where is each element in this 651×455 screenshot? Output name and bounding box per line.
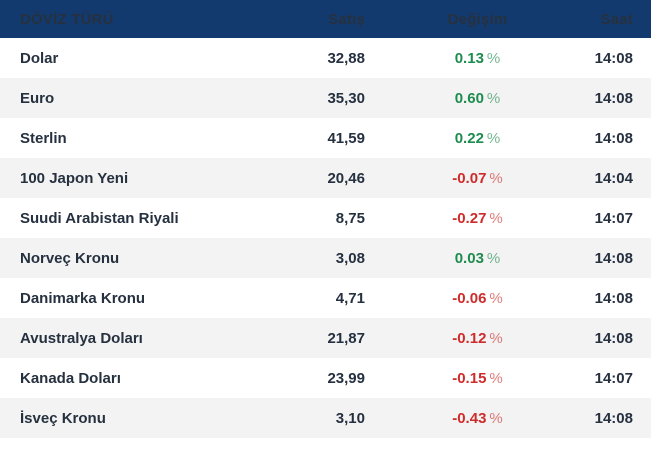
table-row: Avustralya Doları 21,87 -0.12% 14:08 xyxy=(0,318,651,358)
table-row: Kanada Doları 23,99 -0.15% 14:07 xyxy=(0,358,651,398)
change-value: -0.43% xyxy=(452,409,503,427)
currency-name: Norveç Kronu xyxy=(20,249,120,267)
currency-name: Euro xyxy=(20,89,55,107)
change-value: -0.12% xyxy=(452,329,503,347)
change-value: 0.22% xyxy=(454,129,501,147)
sale-value: 8,75 xyxy=(335,209,365,227)
table-row: Euro 35,30 0.60% 14:08 xyxy=(0,78,651,118)
percent-sign: % xyxy=(489,169,503,187)
change-value: 0.03% xyxy=(454,249,501,267)
percent-sign: % xyxy=(489,369,503,387)
time-value: 14:08 xyxy=(594,249,633,267)
table-row: Suudi Arabistan Riyali 8,75 -0.27% 14:07 xyxy=(0,198,651,238)
currency-name: Kanada Doları xyxy=(20,369,121,387)
header-currency-type: DÖVİZ TÜRÜ xyxy=(20,10,114,28)
sale-value: 23,99 xyxy=(327,369,365,387)
time-value: 14:04 xyxy=(594,169,633,187)
time-value: 14:07 xyxy=(594,369,633,387)
currency-name: Suudi Arabistan Riyali xyxy=(20,209,179,227)
table-row: Danimarka Kronu 4,71 -0.06% 14:08 xyxy=(0,278,651,318)
change-value: -0.06% xyxy=(452,289,503,307)
table-row: 100 Japon Yeni 20,46 -0.07% 14:04 xyxy=(0,158,651,198)
time-value: 14:08 xyxy=(594,329,633,347)
percent-sign: % xyxy=(489,209,503,227)
change-value: 0.60% xyxy=(454,89,501,107)
percent-sign: % xyxy=(489,289,503,307)
table-row: Norveç Kronu 3,08 0.03% 14:08 xyxy=(0,238,651,278)
time-value: 14:08 xyxy=(594,289,633,307)
sale-value: 32,88 xyxy=(327,49,365,67)
percent-sign: % xyxy=(486,249,501,267)
table-body: Dolar 32,88 0.13% 14:08 Euro 35,30 0.60%… xyxy=(0,38,651,438)
table-row: Sterlin 41,59 0.22% 14:08 xyxy=(0,118,651,158)
sale-value: 3,10 xyxy=(335,409,365,427)
sale-value: 21,87 xyxy=(327,329,365,347)
time-value: 14:07 xyxy=(594,209,633,227)
percent-sign: % xyxy=(486,49,501,67)
currency-name: İsveç Kronu xyxy=(20,409,106,427)
table-row: Dolar 32,88 0.13% 14:08 xyxy=(0,38,651,78)
currency-name: Avustralya Doları xyxy=(20,329,143,347)
percent-sign: % xyxy=(486,129,501,147)
sale-value: 20,46 xyxy=(327,169,365,187)
currency-rates-table: DÖVİZ TÜRÜ Satış Değişim Saat Dolar 32,8… xyxy=(0,0,651,438)
currency-name: Danimarka Kronu xyxy=(20,289,146,307)
currency-name: 100 Japon Yeni xyxy=(20,169,129,187)
currency-name: Dolar xyxy=(20,49,59,67)
percent-sign: % xyxy=(489,409,503,427)
header-sale: Satış xyxy=(328,10,365,28)
sale-value: 3,08 xyxy=(335,249,365,267)
time-value: 14:08 xyxy=(594,409,633,427)
change-value: 0.13% xyxy=(454,49,501,67)
header-time: Saat xyxy=(600,10,633,28)
table-header-row: DÖVİZ TÜRÜ Satış Değişim Saat xyxy=(0,0,651,38)
sale-value: 4,71 xyxy=(335,289,365,307)
time-value: 14:08 xyxy=(594,89,633,107)
percent-sign: % xyxy=(489,329,503,347)
change-value: -0.07% xyxy=(452,169,503,187)
change-value: -0.27% xyxy=(452,209,503,227)
change-value: -0.15% xyxy=(452,369,503,387)
time-value: 14:08 xyxy=(594,49,633,67)
percent-sign: % xyxy=(486,89,501,107)
sale-value: 41,59 xyxy=(327,129,365,147)
header-change: Değişim xyxy=(447,10,508,28)
sale-value: 35,30 xyxy=(327,89,365,107)
table-row: İsveç Kronu 3,10 -0.43% 14:08 xyxy=(0,398,651,438)
currency-name: Sterlin xyxy=(20,129,67,147)
time-value: 14:08 xyxy=(594,129,633,147)
